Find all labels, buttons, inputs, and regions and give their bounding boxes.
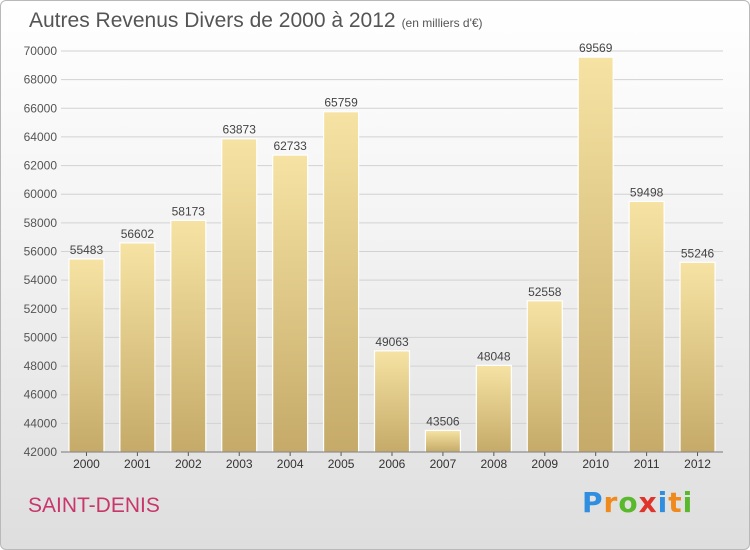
bar-2007 [424, 429, 462, 453]
y-tick-label: 56000 [24, 245, 58, 259]
value-label-2004: 62733 [273, 139, 307, 153]
x-tick-label-2003: 2003 [226, 457, 253, 471]
bar-2003 [221, 138, 258, 453]
x-tick-label-2008: 2008 [480, 457, 507, 471]
value-label-2012: 55246 [681, 246, 715, 260]
value-labels: 55483 56602 58173 63873 62733 65759 49063 43506… [70, 41, 715, 428]
value-label-2010: 69569 [579, 41, 613, 55]
logo-letter: P [582, 486, 604, 519]
bar-2001 [119, 242, 156, 453]
logo-letter: i [682, 486, 694, 519]
y-axis-ticks: 42000 44000 46000 48000 50000 52000 54000 56000… [24, 44, 58, 459]
value-label-2002: 58173 [172, 204, 206, 218]
y-tick-label: 42000 [24, 445, 58, 459]
y-tick-label: 50000 [24, 330, 58, 344]
x-tick-label-2012: 2012 [684, 457, 711, 471]
bar-2012 [679, 261, 716, 453]
x-tick-label-2000: 2000 [73, 457, 100, 471]
place-name: SAINT-DENIS [28, 494, 160, 517]
x-tick-label-2002: 2002 [175, 457, 202, 471]
bar-2000 [68, 258, 105, 453]
y-tick-label: 48000 [24, 359, 58, 373]
logo-letter: x [638, 486, 658, 519]
y-tick-label: 70000 [24, 44, 58, 58]
value-label-2001: 56602 [121, 227, 155, 241]
bar-2010 [577, 56, 614, 453]
bar-2008 [475, 364, 512, 453]
bar-2005 [322, 111, 360, 453]
x-tick-label-2005: 2005 [328, 457, 355, 471]
value-label-2006: 49063 [375, 335, 409, 349]
x-tick-label-2010: 2010 [582, 457, 609, 471]
y-tick-label: 62000 [24, 159, 58, 173]
y-tick-label: 46000 [24, 388, 58, 402]
y-tick-label: 44000 [24, 416, 58, 430]
y-tick-label: 54000 [24, 273, 58, 287]
bar-2006 [373, 350, 411, 453]
x-tick-label-2001: 2001 [124, 457, 151, 471]
value-label-2000: 55483 [70, 243, 104, 257]
bar-2004 [272, 154, 309, 453]
logo-letter: t [668, 486, 683, 519]
value-label-2008: 48048 [477, 349, 511, 363]
value-label-2005: 65759 [324, 96, 358, 110]
x-tick-label-2006: 2006 [379, 457, 406, 471]
y-tick-label: 68000 [24, 73, 58, 87]
y-tick-label: 52000 [24, 302, 58, 316]
x-tick-label-2009: 2009 [531, 457, 558, 471]
value-label-2009: 52558 [528, 285, 562, 299]
y-tick-label: 66000 [24, 101, 58, 115]
x-tick-label-2011: 2011 [634, 457, 660, 471]
x-tick-label-2004: 2004 [277, 457, 304, 471]
y-tick-label: 64000 [24, 130, 58, 144]
value-label-2007: 43506 [426, 414, 460, 428]
logo-letter: i [657, 486, 669, 519]
bars [68, 56, 716, 453]
y-tick-label: 60000 [24, 187, 58, 201]
logo-letter: r [603, 486, 619, 519]
title-text: Autres Revenus Divers de 2000 à 2012 [29, 9, 396, 32]
y-tick-label: 58000 [24, 216, 58, 230]
bar-2002 [170, 219, 207, 453]
x-axis-ticks: 2000 2001 2002 2003 2004 2005 2006 2007 2008 2009… [73, 452, 711, 471]
logo-letter: o [618, 486, 639, 519]
proxiti-logo: Proxiti [582, 486, 693, 519]
value-label-2011: 59498 [630, 185, 664, 199]
bar-2011 [628, 200, 665, 453]
value-label-2003: 63873 [223, 123, 257, 137]
x-tick-label-2007: 2007 [430, 457, 457, 471]
chart-title: Autres Revenus Divers de 2000 à 2012 (en … [29, 9, 483, 33]
title-unit: (en milliers d'€) [401, 16, 483, 30]
bar-2009 [526, 300, 563, 453]
